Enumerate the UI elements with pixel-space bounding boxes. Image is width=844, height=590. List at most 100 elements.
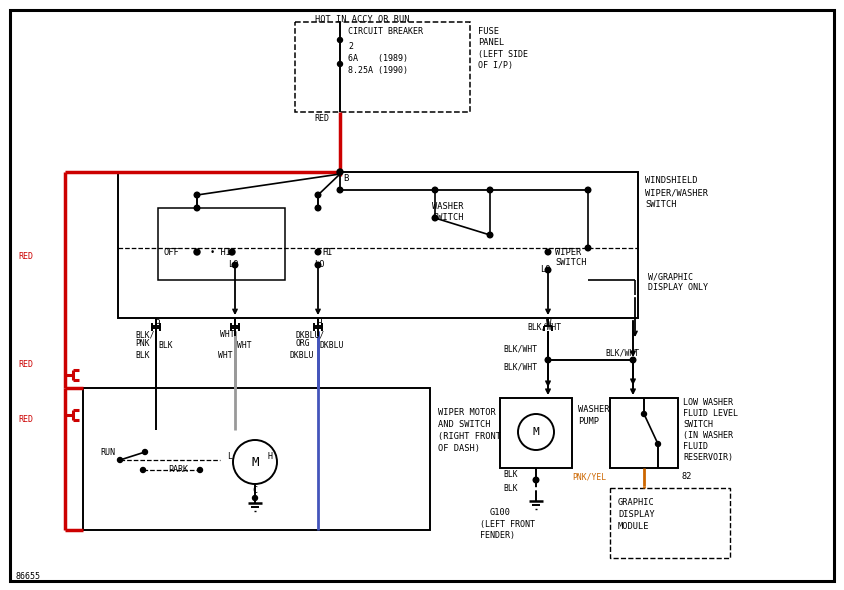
- Text: FLUID: FLUID: [683, 442, 708, 451]
- Text: LOW WASHER: LOW WASHER: [683, 398, 733, 407]
- Text: (RIGHT FRONT: (RIGHT FRONT: [438, 432, 501, 441]
- Bar: [610, 398, 678, 468]
- Text: 6A    (1989): 6A (1989): [348, 54, 408, 63]
- Text: WASHER: WASHER: [578, 405, 609, 414]
- Text: DISPLAY ONLY: DISPLAY ONLY: [648, 283, 708, 292]
- Circle shape: [194, 249, 200, 255]
- Circle shape: [315, 205, 321, 211]
- Circle shape: [315, 262, 321, 268]
- Text: M: M: [533, 427, 539, 437]
- Text: SWITCH: SWITCH: [645, 200, 677, 209]
- Circle shape: [194, 192, 200, 198]
- Text: BLK: BLK: [503, 470, 517, 479]
- Bar: [118, 172, 638, 318]
- Text: G100: G100: [490, 508, 511, 517]
- Text: (LEFT FRONT: (LEFT FRONT: [480, 520, 535, 529]
- Circle shape: [197, 467, 203, 473]
- Text: P: P: [154, 319, 160, 328]
- Text: WHT: WHT: [237, 341, 252, 350]
- Text: WASHER: WASHER: [432, 202, 463, 211]
- Circle shape: [338, 61, 343, 67]
- Text: (LEFT SIDE: (LEFT SIDE: [478, 50, 528, 59]
- Text: BLK/WHT: BLK/WHT: [503, 345, 537, 354]
- Text: 2: 2: [348, 42, 353, 51]
- Bar: [610, 488, 730, 558]
- Text: 86655: 86655: [16, 572, 41, 581]
- Text: ORG: ORG: [295, 339, 310, 348]
- Text: SWITCH: SWITCH: [683, 420, 713, 429]
- Text: BLK/WHT: BLK/WHT: [503, 362, 537, 371]
- Text: PUMP: PUMP: [578, 417, 599, 426]
- Text: WIPER/WASHER: WIPER/WASHER: [645, 188, 708, 197]
- Text: FENDER): FENDER): [480, 531, 515, 540]
- Circle shape: [585, 187, 591, 193]
- Text: DISPLAY: DISPLAY: [618, 510, 655, 519]
- Circle shape: [315, 249, 321, 255]
- Text: W: W: [546, 319, 551, 328]
- Circle shape: [630, 357, 636, 363]
- Text: PARK: PARK: [168, 465, 188, 474]
- Circle shape: [117, 457, 122, 463]
- Text: WHT: WHT: [218, 351, 233, 360]
- Text: L: L: [227, 452, 232, 461]
- Text: MODULE: MODULE: [618, 522, 650, 531]
- Circle shape: [487, 187, 493, 193]
- Text: BLK/WHT: BLK/WHT: [527, 322, 561, 331]
- Text: WINDSHIELD: WINDSHIELD: [645, 176, 697, 185]
- Text: OF I/P): OF I/P): [478, 61, 513, 70]
- Text: L: L: [233, 319, 238, 328]
- Circle shape: [432, 215, 438, 221]
- Bar: [295, 22, 470, 112]
- Text: RESERVOIR): RESERVOIR): [683, 453, 733, 462]
- Circle shape: [232, 262, 238, 268]
- Text: LO: LO: [314, 260, 324, 269]
- Text: SWITCH: SWITCH: [432, 213, 463, 222]
- Text: PNK: PNK: [135, 339, 149, 348]
- Circle shape: [315, 192, 321, 198]
- Circle shape: [233, 440, 277, 484]
- Text: SWITCH: SWITCH: [555, 258, 587, 267]
- Text: RUN: RUN: [100, 448, 115, 457]
- Text: CIRCUIT BREAKER: CIRCUIT BREAKER: [348, 27, 423, 36]
- Text: RED: RED: [314, 114, 329, 123]
- Text: LO: LO: [540, 265, 550, 274]
- Circle shape: [432, 187, 438, 193]
- Circle shape: [229, 249, 235, 255]
- Text: FLUID LEVEL: FLUID LEVEL: [683, 409, 738, 418]
- Text: WHT: WHT: [220, 330, 235, 339]
- Text: BLK: BLK: [158, 341, 173, 350]
- Text: 82: 82: [682, 472, 692, 481]
- Circle shape: [338, 187, 343, 193]
- Text: WIPER MOTOR: WIPER MOTOR: [438, 408, 495, 417]
- Circle shape: [338, 38, 343, 42]
- Circle shape: [194, 205, 200, 211]
- Circle shape: [641, 411, 647, 417]
- Circle shape: [545, 249, 551, 255]
- Text: AND SWITCH: AND SWITCH: [438, 420, 490, 429]
- Circle shape: [337, 169, 343, 175]
- Text: DKBLU: DKBLU: [290, 351, 314, 360]
- Text: W/GRAPHIC: W/GRAPHIC: [648, 272, 693, 281]
- Text: BLK: BLK: [503, 484, 517, 493]
- Text: FUSE: FUSE: [478, 27, 499, 36]
- Text: OFF: OFF: [164, 248, 180, 257]
- Text: WIPER: WIPER: [555, 248, 582, 257]
- Circle shape: [545, 357, 551, 363]
- Circle shape: [140, 467, 145, 473]
- Circle shape: [585, 245, 591, 251]
- Text: (IN WASHER: (IN WASHER: [683, 431, 733, 440]
- Text: BLK/WHT: BLK/WHT: [605, 348, 639, 357]
- Bar: [500, 398, 572, 468]
- Text: • HI: • HI: [210, 248, 231, 257]
- Text: B: B: [343, 174, 349, 183]
- Circle shape: [487, 232, 493, 238]
- Circle shape: [656, 441, 661, 447]
- Text: PNK/YEL: PNK/YEL: [572, 472, 606, 481]
- Text: BLK/: BLK/: [135, 330, 154, 339]
- Text: HI: HI: [322, 248, 333, 257]
- Text: H: H: [267, 452, 272, 461]
- Text: C: C: [252, 486, 257, 495]
- Text: RED: RED: [18, 415, 33, 424]
- Text: H: H: [316, 319, 322, 328]
- Text: PANEL: PANEL: [478, 38, 504, 47]
